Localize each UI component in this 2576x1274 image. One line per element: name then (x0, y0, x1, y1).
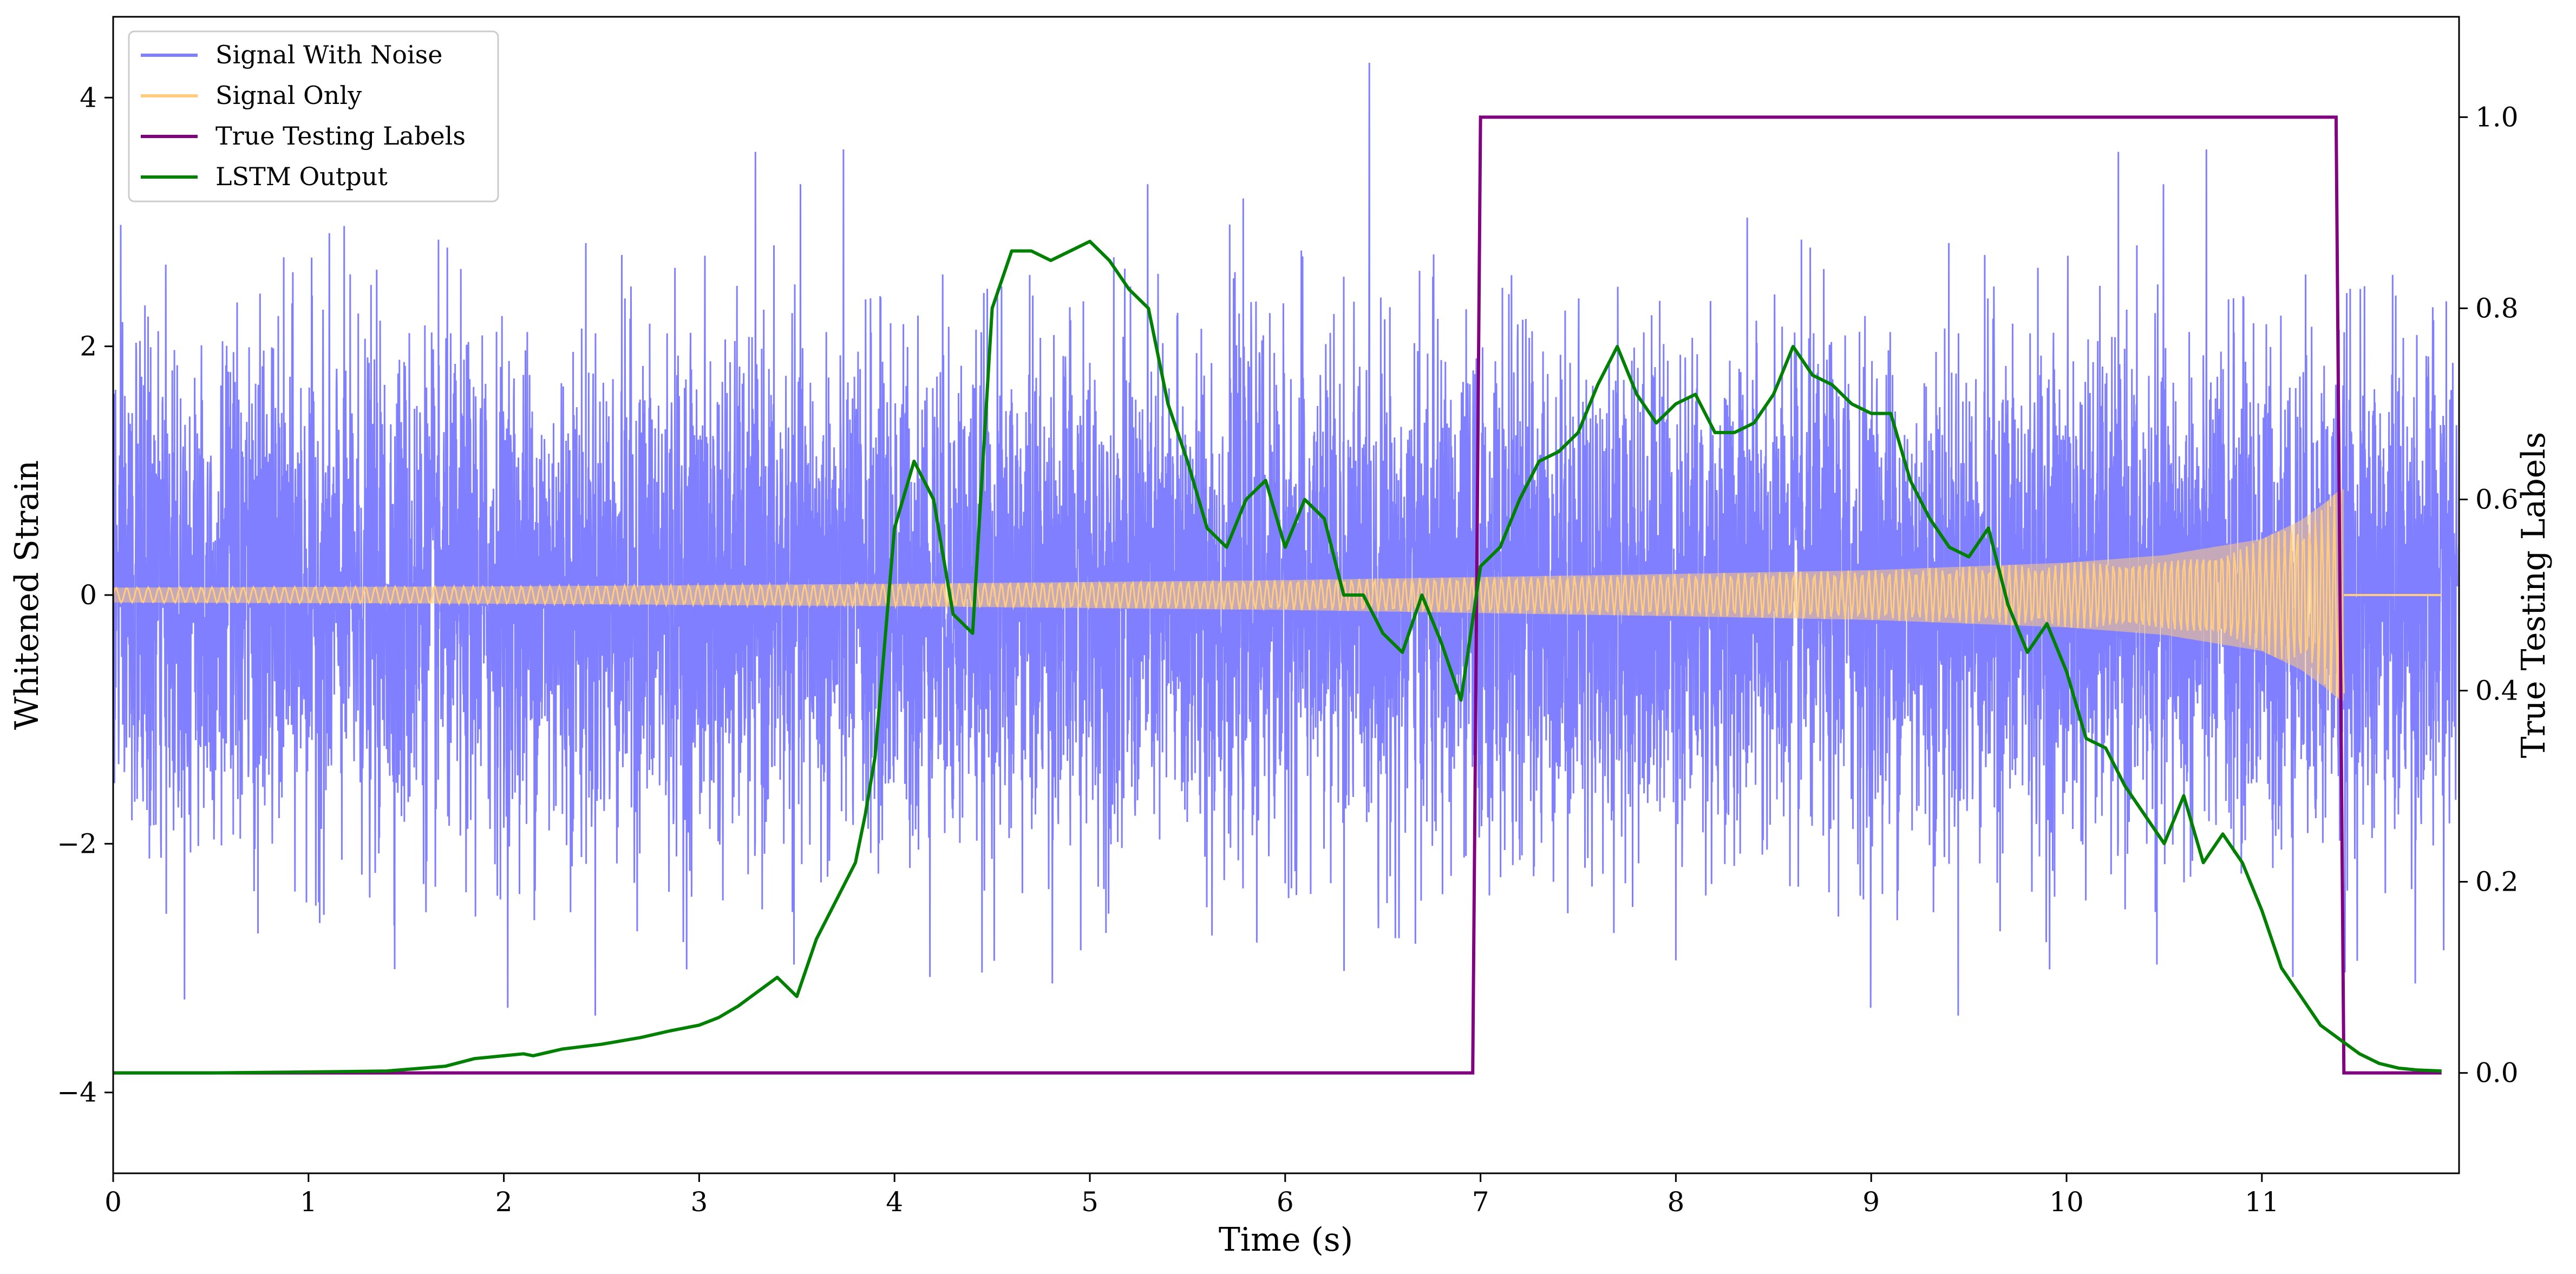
x-tick-label: 10 (2049, 1186, 2084, 1218)
legend-box (128, 30, 499, 202)
true-testing-labels-series (113, 115, 2442, 1075)
x-tick-label: 2 (495, 1186, 513, 1218)
signal-with-noise-line (113, 62, 2459, 1016)
signal-only-series (113, 489, 2442, 701)
right-y-tick-label: 1.0 (2475, 101, 2519, 133)
left-y-tick-label: −2 (57, 828, 97, 859)
left-y-tick-label: 4 (80, 82, 97, 113)
x-tick-label: 1 (300, 1186, 317, 1218)
legend: Signal With Noise Signal Only True Testi… (128, 30, 499, 202)
left-y-tick-label: 2 (80, 331, 97, 362)
right-y-axis-ticks: 1.0 0.8 0.6 0.4 0.2 0.0 (2459, 101, 2519, 1089)
left-y-axis-ticks: 4 2 0 −2 −4 (57, 82, 113, 1108)
x-tick-label: 8 (1667, 1186, 1684, 1218)
x-axis-label: Time (s) (1219, 1221, 1353, 1259)
left-y-tick-label: 0 (80, 579, 97, 611)
true-testing-labels-line (113, 115, 2442, 1075)
lstm-output-series (113, 239, 2442, 1075)
right-y-tick-label: 0.6 (2475, 484, 2519, 515)
signal-only-envelope (113, 489, 2344, 701)
right-y-tick-label: 0.2 (2475, 866, 2519, 898)
lstm-output-line (113, 239, 2442, 1075)
x-tick-label: 7 (1472, 1186, 1489, 1218)
legend-label-signal-only: Signal Only (215, 81, 362, 110)
legend-label-signal-with-noise: Signal With Noise (215, 40, 442, 69)
signal-only-line (113, 493, 2345, 697)
x-tick-label: 4 (886, 1186, 903, 1218)
x-axis-ticks: 0 1 2 3 4 5 6 7 8 9 10 11 (104, 1173, 2279, 1218)
x-tick-label: 6 (1277, 1186, 1294, 1218)
x-tick-label: 9 (1862, 1186, 1880, 1218)
left-y-tick-label: −4 (57, 1077, 97, 1108)
right-y-axis-label: True Testing Labels (2515, 432, 2553, 759)
right-y-tick-label: 0.8 (2475, 292, 2519, 324)
legend-label-lstm-output: LSTM Output (215, 162, 388, 191)
x-tick-label: 5 (1081, 1186, 1099, 1218)
x-tick-label: 3 (690, 1186, 708, 1218)
signal-with-noise-series (113, 62, 2459, 1016)
legend-label-true-testing-labels: True Testing Labels (215, 121, 466, 151)
right-y-tick-label: 0.0 (2475, 1057, 2519, 1089)
left-y-axis-label: Whitened Strain (8, 460, 46, 730)
x-tick-label: 11 (2245, 1186, 2279, 1218)
right-y-tick-label: 0.4 (2475, 675, 2519, 707)
x-tick-label: 0 (104, 1186, 122, 1218)
